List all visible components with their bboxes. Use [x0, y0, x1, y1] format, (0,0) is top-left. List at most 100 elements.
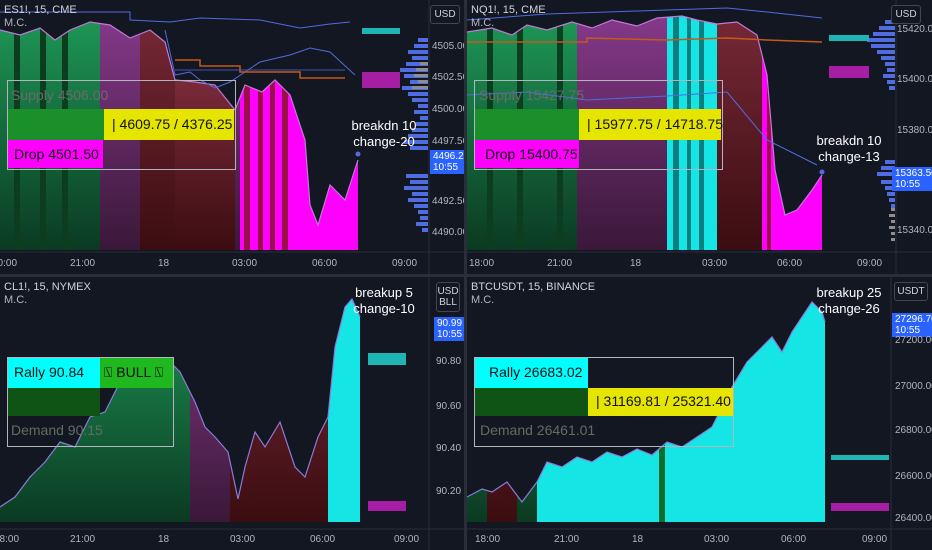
y-tick: 4492.50 — [432, 196, 464, 207]
demand-label: Demand 26461.01 — [480, 422, 596, 438]
drop-level-bar — [362, 72, 400, 88]
x-tick: 20:00 — [0, 258, 18, 269]
y-tick: 4502.50 — [432, 72, 464, 83]
indicator-label[interactable]: M.C. — [4, 294, 28, 306]
chart-panel-es[interactable]: Supply 4506.00 | 4609.75 / 4376.25 Drop … — [0, 0, 464, 274]
chart-panel-btc[interactable]: Rally 26683.02 | 31169.81 / 25321.40 Dem… — [467, 277, 932, 550]
x-tick: 18 — [632, 534, 644, 545]
dark-green-box — [8, 388, 100, 416]
supply-level-bar — [362, 28, 400, 34]
y-tick: 90.40 — [436, 443, 462, 454]
currency-button[interactable]: USD BLL — [436, 282, 460, 312]
x-tick: 09:00 — [857, 258, 883, 269]
currency-button[interactable]: USD — [430, 5, 460, 24]
rally-demand-box: Rally 26683.02 | 31169.81 / 25321.40 Dem… — [474, 357, 734, 447]
x-tick: 18 — [630, 258, 642, 269]
bull-label: ⍂ BULL ⍂ — [104, 364, 164, 380]
demand-level-bar — [368, 501, 406, 511]
last-price-tag: 27296.7010:55 — [892, 313, 932, 337]
rally-level-bar — [368, 353, 406, 365]
x-tick: 21:00 — [554, 534, 580, 545]
range-box — [588, 388, 733, 416]
symbol-title[interactable]: CL1!, 15, NYMEX — [4, 281, 91, 293]
y-tick: 15420.00 — [897, 24, 932, 35]
breakdown-annotation: breakdn 10 change-13 — [816, 133, 882, 164]
chart-panel-nq[interactable]: Supply 15427.75 | 15977.75 / 14718.75 Dr… — [467, 0, 932, 274]
drop-box — [8, 140, 103, 168]
y-tick: 90.60 — [436, 401, 462, 412]
drop-label: Drop 4501.50 — [14, 146, 99, 162]
symbol-title[interactable]: ES1!, 15, CME — [4, 4, 77, 16]
range-label: | 4609.75 / 4376.25 — [112, 116, 233, 132]
green-box — [475, 109, 579, 140]
last-price-tag: 4496.2510:55 — [430, 150, 464, 174]
y-tick: 15340.00 — [897, 225, 932, 236]
demand-label: Demand 90.15 — [11, 422, 103, 438]
dark-green-box — [475, 388, 588, 416]
x-tick: 18:00 — [469, 258, 495, 269]
x-tick: 09:00 — [394, 534, 420, 545]
y-tick: 15400.00 — [897, 74, 932, 85]
supply-drop-box: Supply 15427.75 | 15977.75 / 14718.75 Dr… — [474, 80, 723, 170]
green-box — [8, 109, 104, 140]
supply-label: Supply 15427.75 — [479, 87, 585, 103]
y-tick: 26600.00 — [895, 471, 932, 482]
range-label: | 15977.75 / 14718.75 — [587, 116, 723, 132]
x-tick: 21:00 — [547, 258, 573, 269]
range-label: | 31169.81 / 25321.40 — [596, 393, 731, 409]
y-tick: 4497.50 — [432, 136, 464, 147]
x-tick: 03:00 — [230, 534, 256, 545]
breakup-annotation: breakup 25 change-26 — [816, 285, 882, 316]
y-tick: 27200.00 — [895, 335, 932, 346]
breakup-annotation: breakup 5 change-10 — [353, 285, 415, 316]
range-box — [579, 109, 721, 140]
symbol-title[interactable]: BTCUSDT, 15, BINANCE — [471, 281, 596, 293]
y-tick: 4500.00 — [432, 104, 464, 115]
y-tick: 26800.00 — [895, 425, 932, 436]
drop-box — [475, 140, 579, 168]
y-tick: 27000.00 — [895, 381, 932, 392]
x-tick: 06:00 — [777, 258, 803, 269]
drop-label: Drop 15400.75 — [485, 146, 578, 162]
currency-button[interactable]: USD — [891, 5, 921, 24]
last-price-tag: 90.99 10:55 — [434, 317, 464, 341]
rally-label: Rally 90.84 — [14, 364, 85, 380]
rally-demand-box: Rally 90.84 ⍂ BULL ⍂ Demand 90.15 — [7, 357, 174, 447]
rally-level-bar — [831, 455, 889, 460]
indicator-label[interactable]: M.C. — [471, 294, 495, 306]
bull-box — [100, 358, 173, 388]
x-tick: 09:00 — [862, 534, 888, 545]
panel-separator-vertical[interactable] — [464, 0, 467, 550]
y-tick: 4505.00 — [432, 41, 464, 52]
drop-level-bar — [829, 66, 869, 78]
rally-box — [8, 358, 100, 388]
x-tick: 06:00 — [312, 258, 338, 269]
x-tick: 18:00 — [0, 534, 20, 545]
currency-button[interactable]: USDT — [894, 282, 928, 301]
x-tick: 18:00 — [475, 534, 501, 545]
x-tick: 18 — [158, 258, 170, 269]
x-tick: 03:00 — [702, 258, 728, 269]
chart-panel-cl[interactable]: Rally 90.84 ⍂ BULL ⍂ Demand 90.15 breaku… — [0, 277, 464, 550]
supply-drop-box: Supply 4506.00 | 4609.75 / 4376.25 Drop … — [7, 80, 236, 170]
breakdown-annotation: breakdn 10 change-20 — [351, 118, 417, 149]
y-tick: 15380.00 — [897, 125, 932, 136]
symbol-title[interactable]: NQ1!, 15, CME — [471, 4, 546, 16]
y-tick: 4490.00 — [432, 227, 464, 238]
indicator-label[interactable]: M.C. — [471, 17, 495, 29]
x-tick: 09:00 — [392, 258, 418, 269]
range-box — [104, 109, 234, 140]
x-tick: 06:00 — [781, 534, 807, 545]
x-tick: 06:00 — [310, 534, 336, 545]
x-tick: 03:00 — [704, 534, 730, 545]
rally-box — [475, 358, 588, 388]
y-tick: 90.20 — [436, 486, 462, 497]
indicator-label[interactable]: M.C. — [4, 17, 28, 29]
x-tick: 18 — [158, 534, 170, 545]
supply-level-bar — [829, 35, 869, 41]
supply-label: Supply 4506.00 — [11, 87, 109, 103]
x-tick: 21:00 — [70, 258, 96, 269]
demand-level-bar — [831, 503, 889, 511]
y-tick: 90.80 — [436, 356, 462, 367]
y-tick: 26400.00 — [895, 513, 932, 524]
